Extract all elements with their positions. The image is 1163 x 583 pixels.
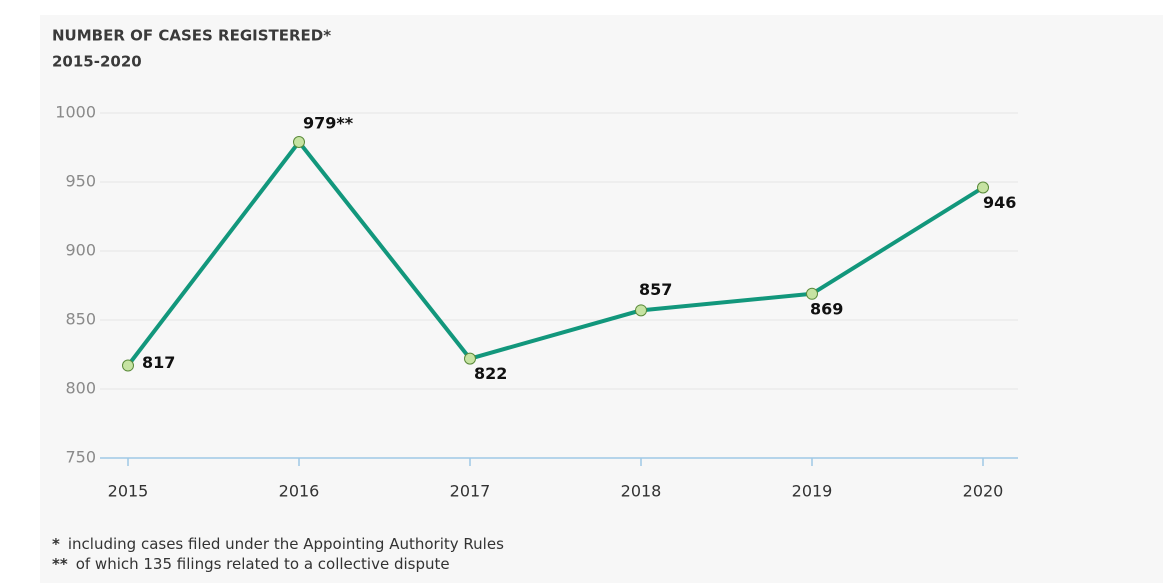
marker — [977, 181, 989, 194]
data-label: 979** — [303, 113, 354, 132]
panel — [40, 15, 1163, 583]
chart-subtitle: 2015-2020 — [52, 53, 142, 71]
footnote-text: including cases filed under the Appointi… — [68, 535, 504, 553]
x-tick-label: 2017 — [450, 482, 491, 501]
y-tick-label: 950 — [65, 172, 96, 191]
data-label: 857 — [639, 280, 672, 299]
x-tick-label: 2016 — [279, 482, 320, 501]
marker — [122, 359, 134, 372]
footnote-marker: * — [52, 535, 60, 553]
y-tick-label: 850 — [65, 310, 96, 329]
x-tick-label: 2020 — [963, 482, 1004, 501]
data-label: 822 — [474, 364, 507, 383]
marker — [635, 304, 647, 317]
y-tick-label: 900 — [65, 241, 96, 260]
data-label: 946 — [983, 193, 1016, 212]
x-tick-label: 2019 — [792, 482, 833, 501]
marker — [464, 352, 476, 365]
chart-title: NUMBER OF CASES REGISTERED* — [52, 27, 331, 45]
footnote: * including cases filed under the Appoint… — [52, 535, 504, 553]
y-tick-label: 800 — [65, 379, 96, 398]
x-tick-label: 2015 — [108, 482, 149, 501]
line — [126, 139, 985, 367]
marker — [806, 287, 818, 300]
footnote-marker: ** — [52, 555, 68, 573]
x-tick-label: 2018 — [621, 482, 662, 501]
marker — [293, 135, 305, 148]
data-label: 869 — [810, 299, 843, 318]
footnote: ** of which 135 filings related to a coll… — [52, 555, 450, 573]
y-tick-label: 750 — [65, 448, 96, 467]
footnote-text: of which 135 filings related to a collec… — [76, 555, 450, 573]
y-tick-label: 1000 — [55, 103, 96, 122]
data-label: 817 — [142, 353, 175, 372]
